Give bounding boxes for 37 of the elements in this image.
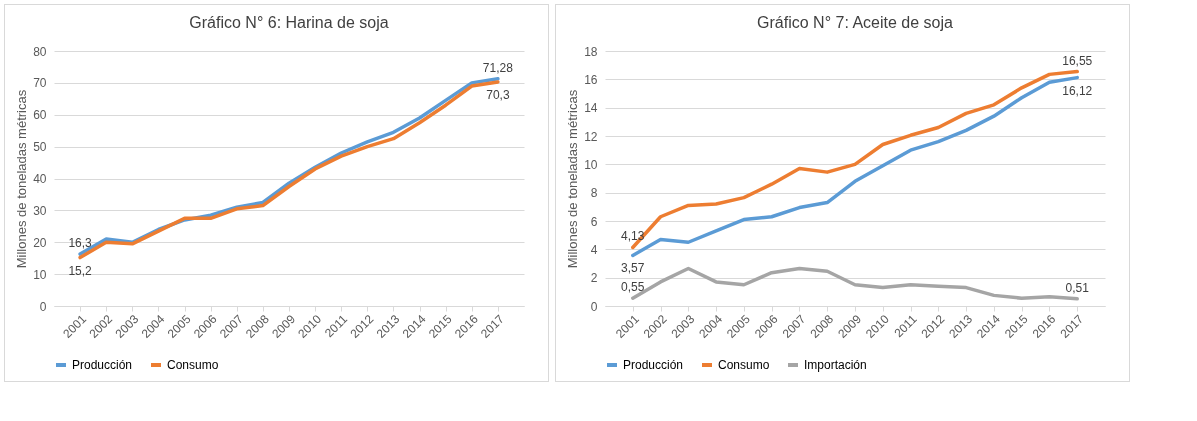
legend-label: Consumo [718,358,770,372]
y-tick-label: 20 [33,235,47,250]
data-label: 0,51 [1065,280,1090,295]
legend-label: Producción [623,358,684,372]
chart-title: Gráfico N° 6: Harina de soja [189,14,389,31]
y-tick-label: 2 [590,271,598,286]
y-tick-label: 30 [33,203,47,218]
y-tick-label: 0 [590,299,598,314]
data-label: 70,3 [486,87,510,102]
y-tick-label: 6 [590,214,598,229]
y-tick-label: 10 [33,267,47,282]
data-label: 16,3 [68,236,93,251]
y-tick-label: 60 [33,108,47,123]
y-axis-title: Millones de toneladas métricas [565,89,581,269]
data-label: 16,55 [1062,53,1093,68]
legend-label: Producción [72,358,133,372]
legend-label: Consumo [167,358,219,372]
data-label: 16,12 [1062,83,1093,98]
legend-label: Importación [804,358,867,372]
y-tick-label: 8 [590,186,598,201]
data-label: 0,55 [621,280,645,295]
y-tick-label: 18 [584,44,598,59]
y-axis-title: Millones de toneladas métricas [14,89,30,269]
y-tick-label: 80 [33,44,47,59]
y-tick-label: 10 [584,157,598,172]
data-label: 71,28 [482,60,514,75]
y-tick-label: 14 [584,101,598,116]
y-tick-label: 40 [33,172,47,186]
y-tick-label: 12 [584,129,598,144]
y-tick-label: 0 [39,299,47,314]
chart-title: Gráfico N° 7: Aceite de soja [757,14,954,31]
data-label: 15,2 [68,263,93,278]
y-tick-label: 16 [584,72,598,87]
y-tick-label: 4 [590,242,598,257]
y-tick-label: 50 [33,140,47,155]
y-tick-label: 70 [33,76,47,91]
data-label: 3,57 [621,261,645,276]
